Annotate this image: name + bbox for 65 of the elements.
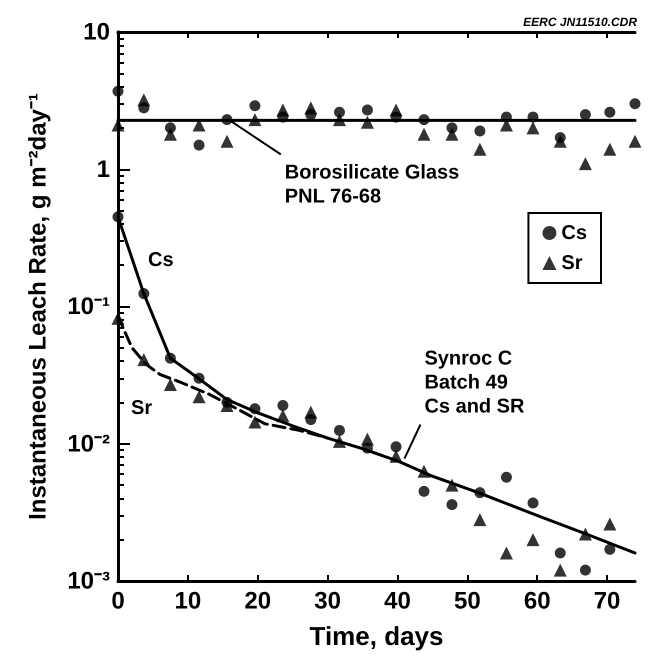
x-axis-title: Time, days xyxy=(310,621,444,651)
point xyxy=(580,109,591,120)
y-axis-title: Instantaneous Leach Rate, g m⁻²day⁻¹ xyxy=(24,93,52,520)
point xyxy=(112,118,124,132)
x-tick-label: 10 xyxy=(174,588,202,614)
annotation: Synroc C Batch 49 Cs and SR xyxy=(424,348,526,418)
y-tick-label: 10⁻² xyxy=(67,430,110,458)
point xyxy=(603,142,616,156)
y-tick-label: 1 xyxy=(96,156,110,183)
point xyxy=(628,134,641,148)
point xyxy=(500,472,512,483)
legend-label: Cs xyxy=(561,222,588,244)
point xyxy=(473,513,486,526)
point xyxy=(446,499,458,510)
point xyxy=(604,106,616,118)
point xyxy=(500,546,513,560)
point xyxy=(164,128,177,141)
x-tick-label: 60 xyxy=(524,588,551,614)
point xyxy=(248,416,262,429)
point xyxy=(418,128,431,141)
point xyxy=(473,142,486,156)
point xyxy=(630,98,640,110)
point xyxy=(604,544,616,555)
point xyxy=(334,424,345,436)
text: EERC JN11510.CDR xyxy=(523,15,638,29)
point xyxy=(390,104,403,117)
point xyxy=(137,93,150,106)
legend-label: Sr xyxy=(561,252,583,274)
x-tick-label: 20 xyxy=(244,588,272,614)
point xyxy=(603,518,616,531)
point xyxy=(276,104,290,117)
y-tick-label: 10 xyxy=(83,18,110,46)
point xyxy=(304,406,318,419)
point xyxy=(164,378,177,392)
y-tick-label: 10⁻¹ xyxy=(67,293,110,320)
annotation: Borosilicate Glass PNL 76-68 xyxy=(284,161,460,208)
point xyxy=(554,547,566,558)
annotation: Cs xyxy=(148,249,174,271)
point xyxy=(528,498,538,509)
point xyxy=(194,140,205,151)
point xyxy=(474,125,486,136)
point xyxy=(418,486,430,497)
point xyxy=(390,441,402,452)
x-tick-label: 70 xyxy=(594,588,620,614)
point xyxy=(578,157,592,170)
point xyxy=(249,100,260,112)
x-tick-label: 0 xyxy=(111,588,125,614)
point xyxy=(526,121,540,134)
x-tick-label: 50 xyxy=(454,588,481,614)
point xyxy=(360,432,374,446)
point xyxy=(220,134,234,148)
annotation: Sr xyxy=(131,397,152,419)
point xyxy=(192,390,206,404)
point xyxy=(526,533,540,546)
point xyxy=(277,400,288,411)
x-tick-label: 40 xyxy=(384,588,411,614)
point xyxy=(112,86,124,97)
point xyxy=(580,564,591,576)
point xyxy=(362,104,373,116)
point xyxy=(445,128,458,141)
x-tick-label: 30 xyxy=(314,588,341,614)
point xyxy=(304,101,318,114)
y-tick-label: 10⁻³ xyxy=(67,568,110,594)
point xyxy=(554,134,567,148)
point xyxy=(554,564,567,577)
